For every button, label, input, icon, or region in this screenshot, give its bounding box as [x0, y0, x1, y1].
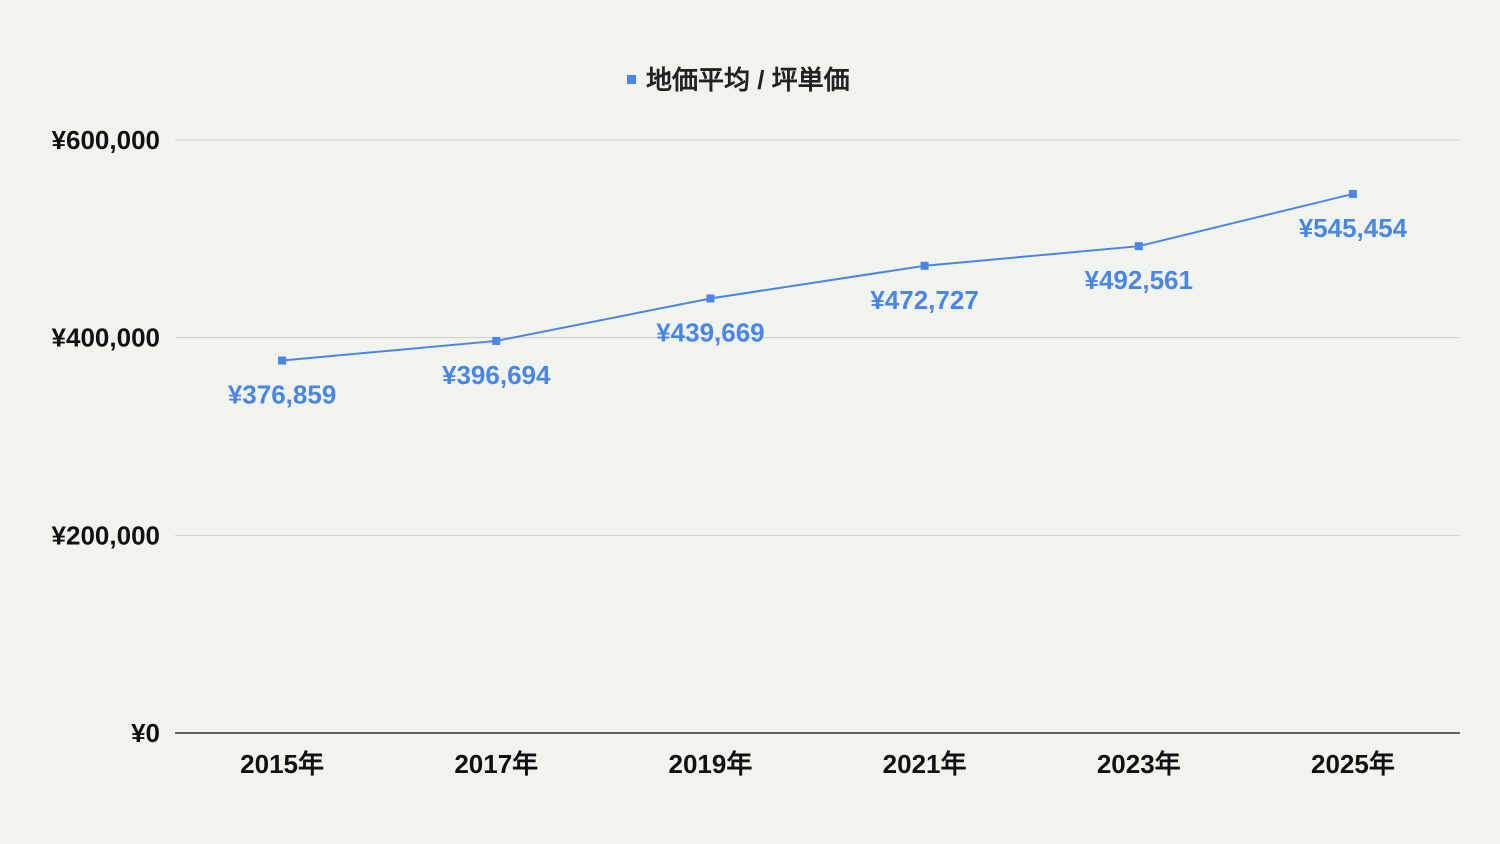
x-axis-ticks: 2015年 2017年 2019年 2021年 2023年 2025年	[240, 749, 1395, 779]
x-tick-label: 2023年	[1097, 749, 1181, 779]
y-axis-ticks: ¥0 ¥200,000 ¥400,000 ¥600,000	[52, 125, 160, 748]
series-layer	[278, 189, 1357, 365]
x-tick-label: 2015年	[240, 749, 324, 779]
y-tick-label: ¥400,000	[52, 323, 160, 353]
legend[interactable]: 地価平均 / 坪単価	[627, 65, 850, 95]
data-point-marker[interactable]	[1348, 189, 1357, 198]
y-tick-label: ¥200,000	[52, 520, 160, 550]
legend-label: 地価平均 / 坪単価	[646, 65, 850, 95]
x-tick-label: 2021年	[883, 749, 967, 779]
data-point-marker[interactable]	[920, 261, 929, 270]
x-tick-label: 2025年	[1311, 749, 1395, 779]
data-point-marker[interactable]	[492, 336, 501, 345]
data-labels: ¥376,859 ¥396,694 ¥439,669 ¥472,727 ¥492,561…	[228, 213, 1408, 410]
data-label: ¥396,694	[442, 360, 551, 390]
x-tick-label: 2017年	[454, 749, 538, 779]
data-label: ¥439,669	[656, 317, 764, 347]
data-label: ¥492,561	[1085, 265, 1193, 295]
series-line	[281, 192, 1354, 362]
y-tick-label: ¥0	[131, 718, 160, 748]
data-label: ¥545,454	[1299, 213, 1408, 243]
data-label: ¥472,727	[870, 285, 978, 315]
data-point-marker[interactable]	[278, 356, 287, 365]
data-point-marker[interactable]	[706, 294, 715, 303]
data-point-marker[interactable]	[1134, 242, 1143, 251]
data-label: ¥376,859	[228, 380, 336, 410]
grid-lines	[175, 139, 1460, 734]
y-tick-label: ¥600,000	[52, 125, 160, 155]
x-tick-label: 2019年	[668, 749, 752, 779]
legend-swatch	[627, 75, 636, 84]
